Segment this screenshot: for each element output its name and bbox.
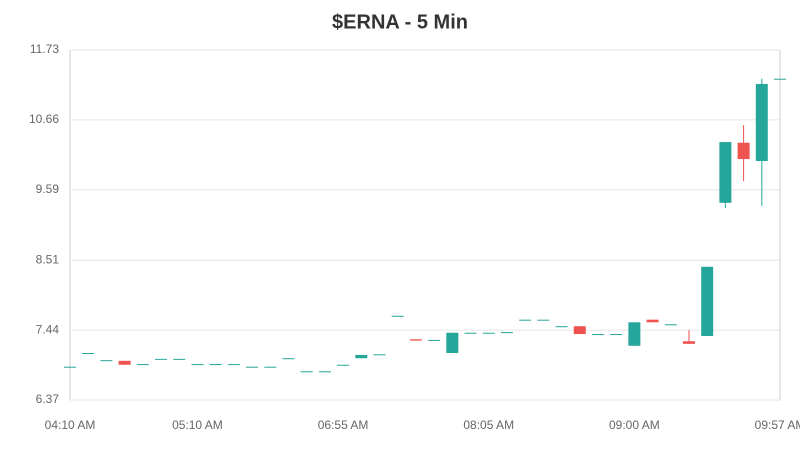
candle-body [755, 83, 768, 162]
candle-body [282, 358, 295, 360]
candle-body [118, 360, 131, 365]
candle-body [628, 322, 641, 346]
candle-body [246, 366, 259, 368]
candle-body [646, 319, 659, 323]
candle-body [500, 332, 513, 334]
candle-body [355, 354, 368, 359]
candle-body [100, 360, 113, 362]
y-tick-label: 6.37 [36, 392, 60, 406]
y-tick-label: 9.59 [36, 182, 60, 196]
x-tick-label: 05:10 AM [172, 418, 223, 432]
x-tick-label: 06:55 AM [318, 418, 369, 432]
candle-body [155, 358, 168, 360]
candle-body [591, 334, 604, 336]
candle-body [719, 142, 732, 203]
x-tick-label: 08:05 AM [463, 418, 514, 432]
candle-body [555, 326, 568, 328]
candle-body [191, 364, 204, 366]
candle-body [664, 324, 677, 326]
candle-body [446, 332, 459, 353]
candle-body [682, 341, 695, 344]
chart-title: $ERNA - 5 Min [332, 11, 468, 33]
y-tick-label: 8.51 [36, 252, 60, 266]
candle-body [464, 332, 477, 334]
candle-body [318, 371, 331, 373]
candle-body [173, 358, 186, 360]
candle-body [337, 364, 350, 366]
candle-body [537, 319, 550, 321]
candle-body [264, 366, 277, 368]
candle-body [300, 371, 313, 373]
y-tick-label: 10.66 [29, 112, 59, 126]
candle-body [519, 319, 532, 321]
candle-body [701, 266, 714, 337]
candle-body [64, 366, 76, 368]
x-tick-label: 09:00 AM [609, 418, 660, 432]
y-tick-label: 7.44 [36, 322, 60, 336]
x-tick-label: 09:57 AM [755, 418, 800, 432]
candle-body [136, 364, 149, 366]
y-tick-label: 11.73 [30, 42, 59, 56]
candle-body [209, 364, 222, 366]
candle-body [610, 334, 623, 336]
candle-body [373, 354, 386, 356]
candle-body [409, 339, 422, 341]
candle-body [391, 315, 404, 317]
candle-body [482, 332, 495, 334]
x-tick-label: 04:10 AM [45, 418, 96, 432]
candle-body [82, 352, 95, 354]
candle-body [737, 142, 750, 160]
plot-frame [69, 49, 781, 401]
candle-body [428, 339, 441, 341]
candle-body [573, 326, 586, 335]
candle-body [774, 78, 786, 80]
candle-body [227, 364, 240, 366]
